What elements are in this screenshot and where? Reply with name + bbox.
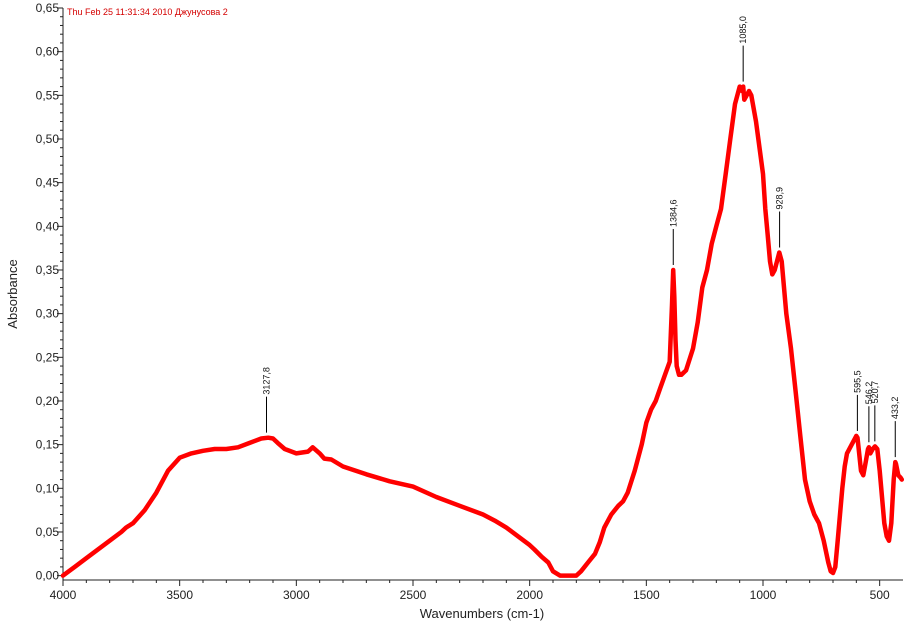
y-tick-label: 0,25 [36,350,60,364]
y-tick-label: 0,55 [36,88,60,102]
y-tick-label: 0,65 [36,1,60,15]
x-tick-label: 2000 [516,588,543,602]
y-axis-label: Absorbance [5,259,20,328]
peak-label: 546,2 [864,382,874,405]
peak-label: 433,2 [890,397,900,420]
x-tick-label: 500 [870,588,890,602]
y-tick-label: 0,60 [36,45,60,59]
y-tick-label: 0,50 [36,132,60,146]
x-tick-label: 3000 [283,588,310,602]
y-tick-label: 0,35 [36,263,60,277]
y-tick-label: 0,15 [36,438,60,452]
y-tick-label: 0,45 [36,176,60,190]
y-tick-label: 0,30 [36,307,60,321]
x-tick-label: 3500 [166,588,193,602]
peak-label: 1384,6 [668,199,678,227]
y-tick-label: 0,20 [36,394,60,408]
peak-label: 3127,8 [262,367,272,395]
x-tick-label: 2500 [400,588,427,602]
x-tick-label: 4000 [50,588,77,602]
curve-layer [60,84,904,578]
peak-label: 520,7 [870,381,880,404]
x-tick-label: 1500 [633,588,660,602]
axes: 4000 3500 3000 2500 2000 1500 1000 500 0,00 0,05 0… [36,1,903,602]
peak-label: 928,9 [775,187,785,210]
x-tick-label: 1000 [750,588,777,602]
y-tick-label: 0,05 [36,525,60,539]
x-axis-label: Wavenumbers (cm-1) [420,606,544,621]
peak-label: 1085,0 [738,16,748,44]
chart-header: Thu Feb 25 11:31:34 2010 Джунусова 2 [67,7,228,17]
spectrum-line [60,84,904,578]
y-tick-label: 0,40 [36,219,60,233]
y-tick-label: 0,10 [36,481,60,495]
peak-label: 595,5 [852,370,862,393]
y-tick-label: 0,00 [36,569,60,583]
